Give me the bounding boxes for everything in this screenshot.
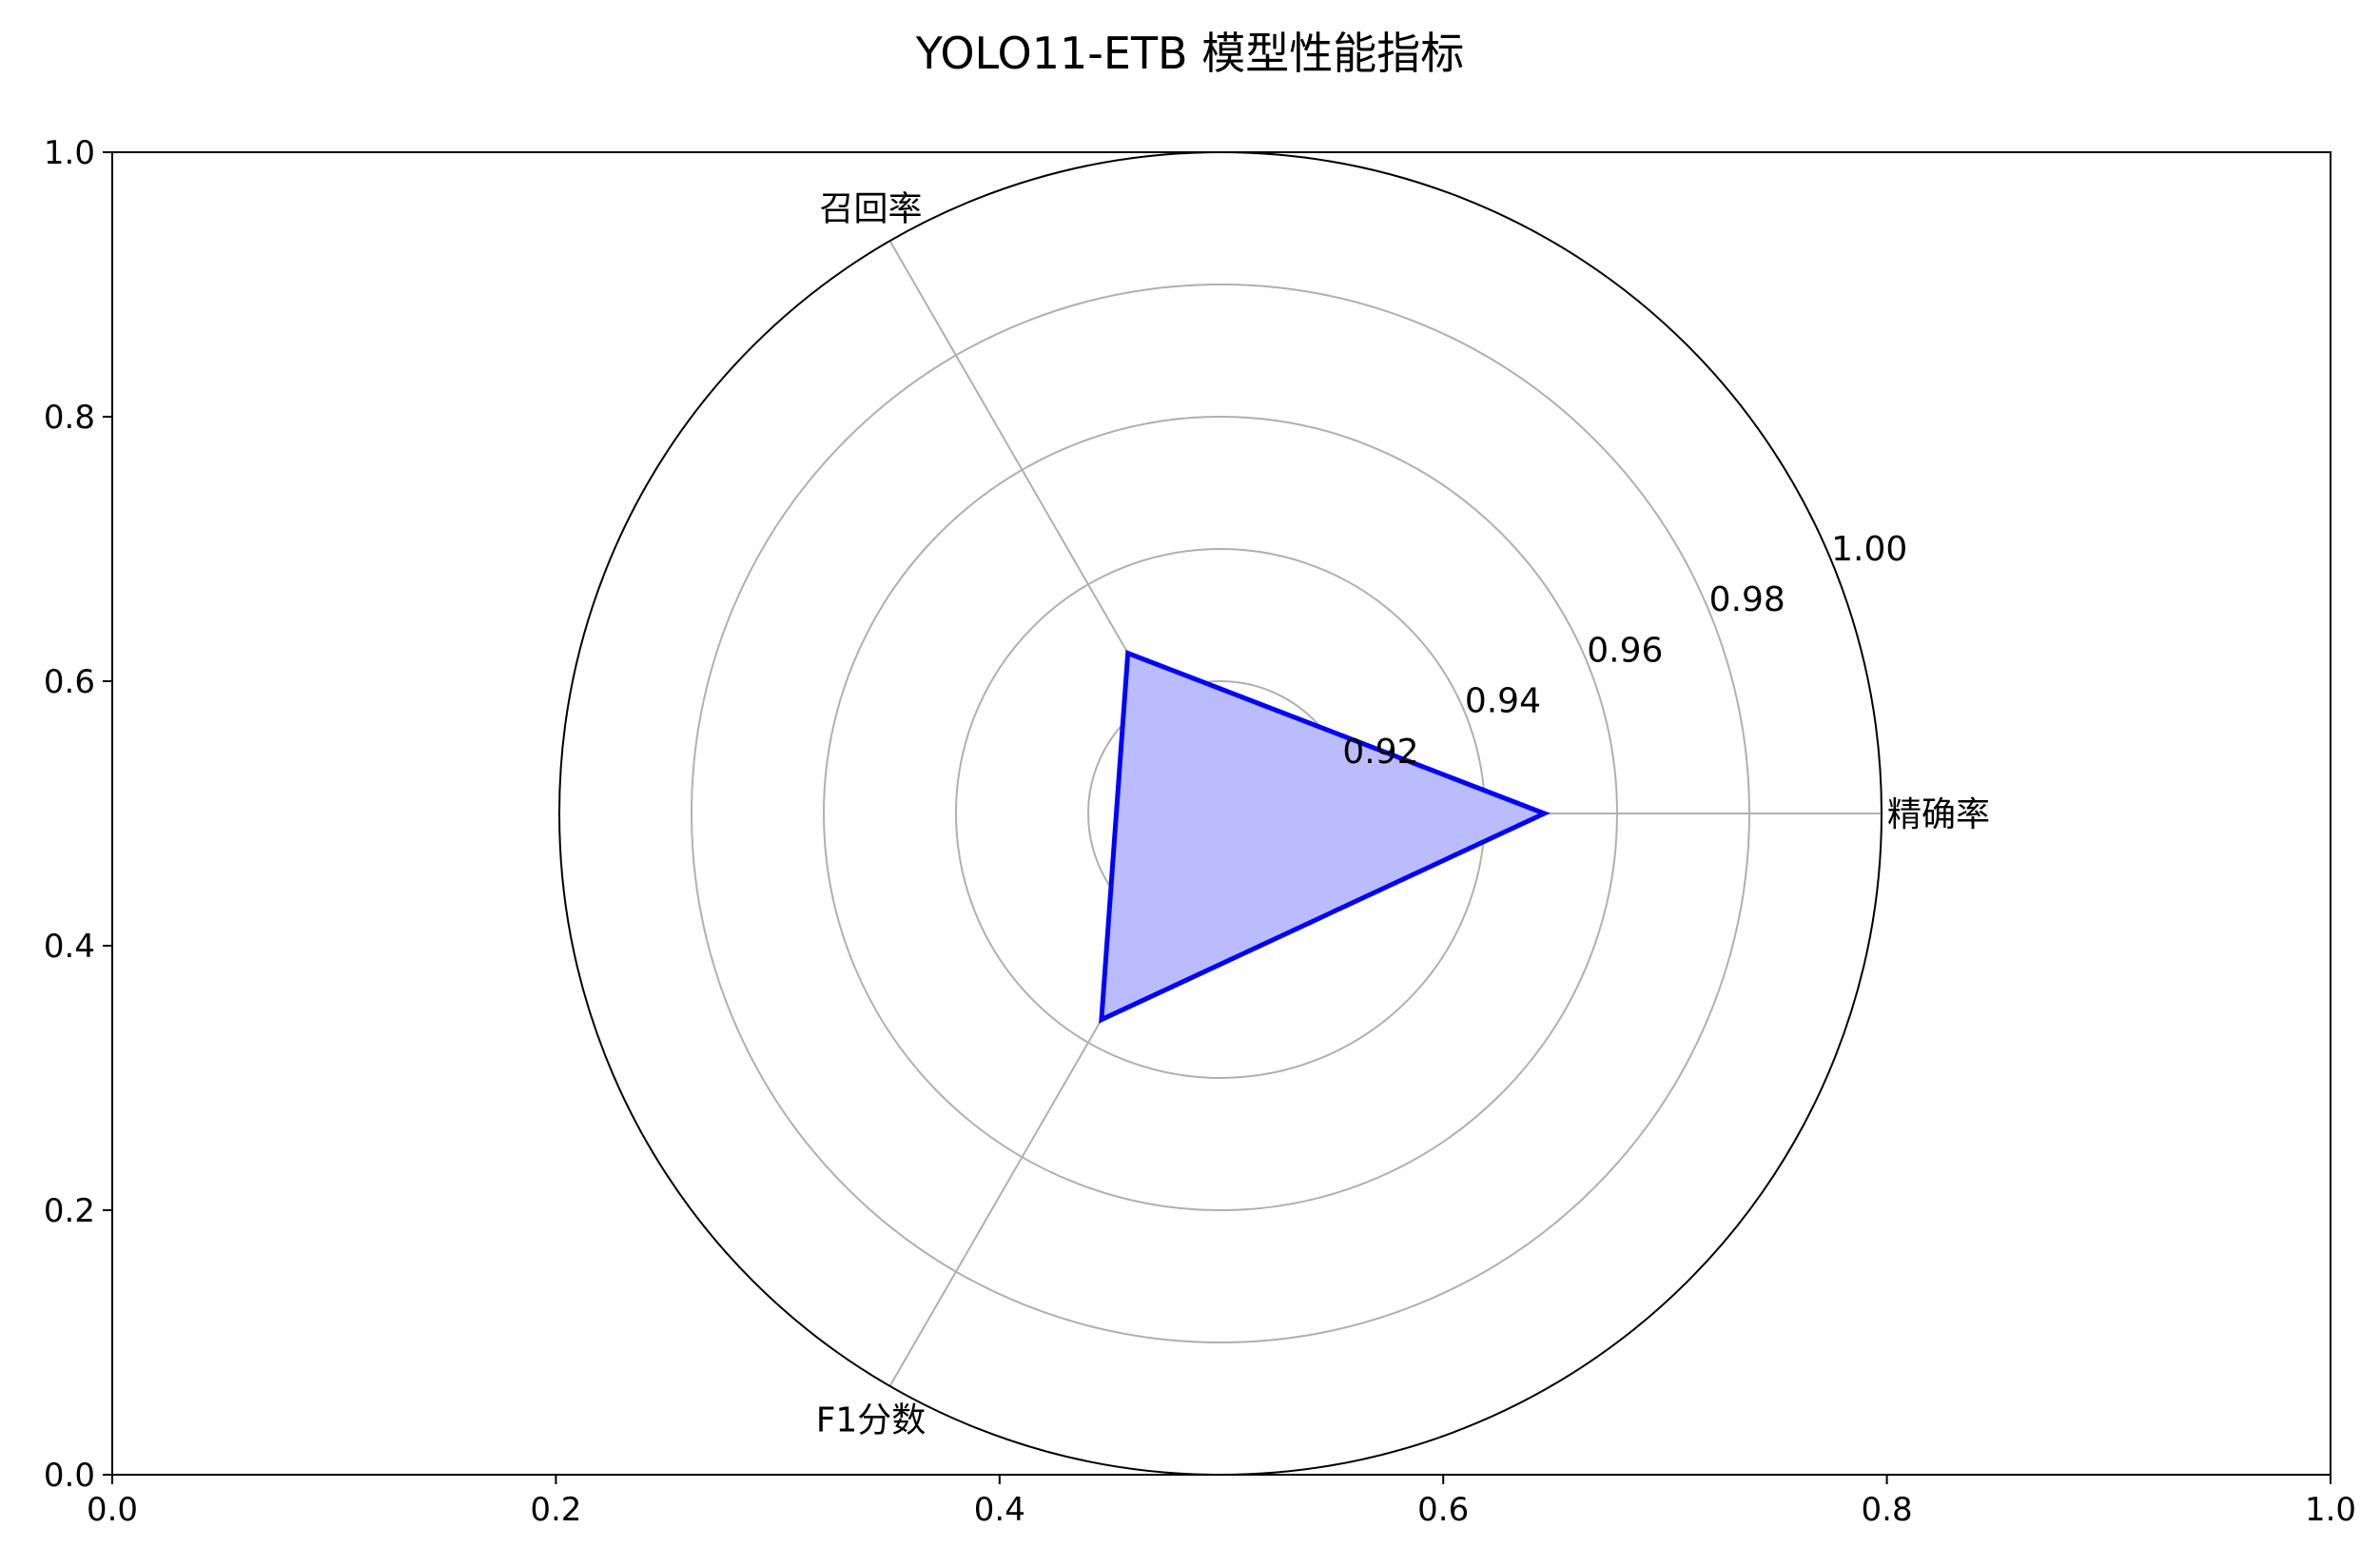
x-tick-label: 1.0 xyxy=(2305,1491,2356,1529)
x-tick-label: 0.4 xyxy=(974,1491,1025,1529)
x-tick-label: 0.0 xyxy=(87,1491,138,1529)
radial-tick-label: 1.00 xyxy=(1831,530,1907,569)
radial-tick-label: 0.94 xyxy=(1465,682,1541,721)
y-tick-label: 0.8 xyxy=(44,399,95,437)
radial-tick-label: 0.92 xyxy=(1342,733,1418,772)
radial-tick-label: 0.96 xyxy=(1587,631,1663,670)
y-tick-label: 0.0 xyxy=(44,1457,95,1495)
category-label: F1分数 xyxy=(816,1401,927,1440)
polar-plot: 0.92 0.94 0.96 0.98 1.00 精确率 召回率 F1分数 xyxy=(558,151,1990,1476)
chart-title: YOLO11-ETB 模型性能指标 xyxy=(915,28,1464,79)
category-label: 精确率 xyxy=(1887,795,1990,834)
y-tick-label: 1.0 xyxy=(44,134,95,172)
series-area xyxy=(1101,653,1545,1020)
category-label: 召回率 xyxy=(819,189,922,228)
radial-tick-label: 0.98 xyxy=(1709,580,1785,619)
x-tick-label: 0.2 xyxy=(530,1491,581,1529)
polar-frame xyxy=(558,151,1883,1476)
x-tick-label: 0.8 xyxy=(1862,1491,1913,1529)
series-line xyxy=(1099,649,1551,1024)
x-tick-label: 0.6 xyxy=(1417,1491,1469,1529)
y-tick-label: 0.2 xyxy=(44,1192,95,1230)
y-tick-label: 0.4 xyxy=(44,928,95,966)
y-tick-label: 0.6 xyxy=(44,663,95,701)
